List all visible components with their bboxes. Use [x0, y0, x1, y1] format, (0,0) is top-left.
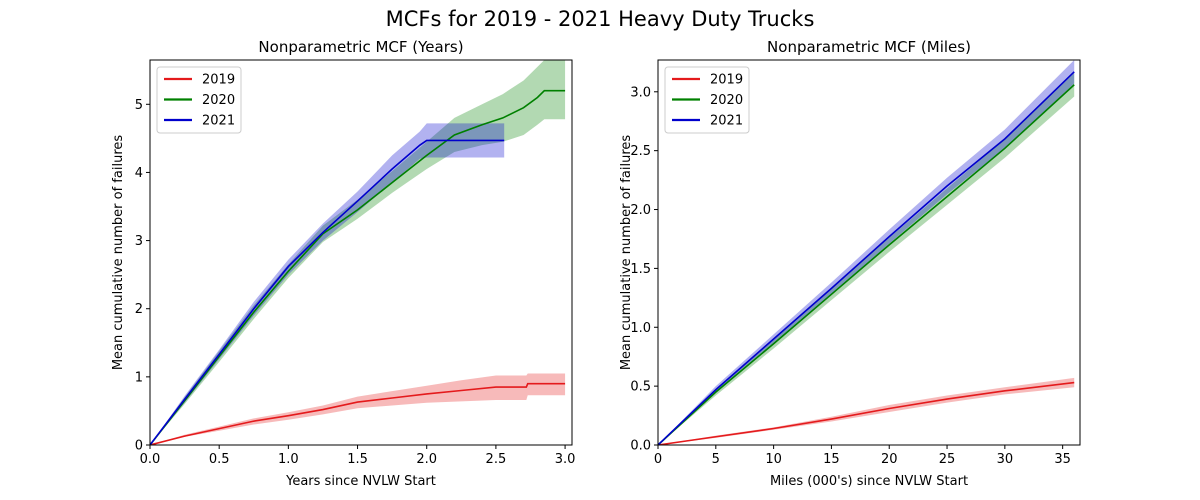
legend-label-2020: 2020	[202, 93, 235, 108]
series-2019-confidence-band	[658, 377, 1075, 445]
series-2021-confidence-band	[150, 123, 505, 445]
series-2019-line	[658, 381, 1075, 445]
axes-frame	[657, 59, 1081, 446]
x-tick-label: 1.0	[278, 452, 299, 467]
y-tick-label: 2.0	[630, 203, 651, 218]
legend-box	[664, 66, 750, 134]
series-2019-confidence-band	[150, 373, 566, 445]
y-tick-label: 5	[135, 98, 143, 113]
series-2020-confidence-band	[658, 72, 1075, 445]
x-tick-label: 0	[654, 452, 662, 467]
y-tick-label: 1.0	[630, 321, 651, 336]
y-tick-label: 1.5	[630, 262, 651, 277]
chart-miles: 0 5 10 15 20 25 30 35 0.0 0.5 1.0 1.5 2.0 2.5 3.0 Nonpa…	[619, 38, 1081, 489]
x-tick-label: 35	[1054, 452, 1071, 467]
series-2019-line	[150, 382, 566, 445]
axes-frame	[149, 59, 573, 446]
x-axis-label: Years since NVLW Start	[285, 474, 436, 489]
x-tick-label: 2.0	[416, 452, 437, 467]
x-tick-label: 25	[939, 452, 956, 467]
series-2021-line	[658, 71, 1075, 445]
y-tick-label: 3	[135, 234, 143, 249]
legend-label-2019: 2019	[202, 73, 235, 88]
y-tick-label: 1	[135, 370, 143, 385]
y-tick-label: 0.5	[630, 380, 651, 395]
plot-area	[658, 60, 1075, 445]
chart-title: Nonparametric MCF (Miles)	[767, 38, 971, 56]
chart-years: 0.0 0.5 1.0 1.5 2.0 2.5 3.0 0 1 2 3 4 5 Nonparametric…	[111, 38, 575, 489]
x-tick-label: 0.0	[140, 452, 161, 467]
series-2020-confidence-band	[150, 60, 566, 445]
x-tick-label: 2.5	[486, 452, 507, 467]
x-tick-label: 0.5	[209, 452, 230, 467]
x-tick-label: 10	[765, 452, 782, 467]
x-tick-label: 30	[997, 452, 1014, 467]
x-tick-label: 1.5	[347, 452, 368, 467]
y-tick-label: 2	[135, 302, 143, 317]
series-2020-line	[150, 89, 566, 445]
legend-label-2020: 2020	[710, 93, 743, 108]
y-tick-label: 3.0	[630, 85, 651, 100]
x-axis-label: Miles (000's) since NVLW Start	[770, 474, 968, 489]
legend-label-2021: 2021	[710, 114, 743, 129]
x-tick-label: 5	[712, 452, 720, 467]
figure-title: MCFs for 2019 - 2021 Heavy Duty Trucks	[386, 7, 815, 31]
x-tick-label: 15	[823, 452, 840, 467]
y-tick-label: 0.0	[630, 439, 651, 454]
chart-title: Nonparametric MCF (Years)	[258, 38, 463, 56]
x-tick-label: 20	[881, 452, 898, 467]
y-tick-label: 2.5	[630, 144, 651, 159]
y-axis-label: Mean cumulative number of failures	[111, 135, 126, 371]
y-tick-label: 0	[135, 439, 143, 454]
plot-area	[150, 60, 566, 445]
legend-label-2021: 2021	[202, 114, 235, 129]
y-axis-label: Mean cumulative number of failures	[619, 135, 634, 371]
legend-label-2019: 2019	[710, 73, 743, 88]
legend-box	[156, 66, 242, 134]
x-tick-label: 3.0	[555, 452, 576, 467]
series-2020-line	[658, 84, 1075, 445]
y-tick-label: 4	[135, 166, 143, 181]
series-2021-line	[150, 139, 505, 445]
